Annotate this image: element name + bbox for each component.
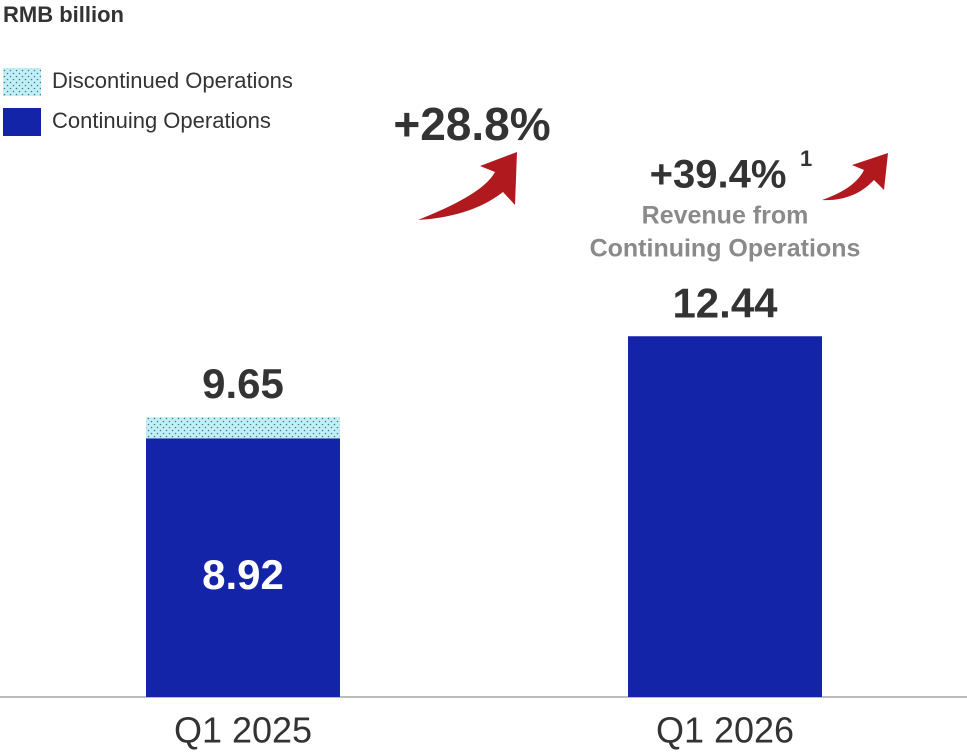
legend-swatch [3, 108, 41, 136]
x-tick-label: Q1 2025 [174, 710, 312, 751]
x-tick-label: Q1 2026 [656, 710, 794, 751]
footnote-mark: 1 [800, 146, 812, 171]
bar-segment [146, 417, 340, 439]
growth-arrow [822, 153, 888, 201]
legend-label: Continuing Operations [52, 108, 271, 133]
total-label: 9.65 [202, 360, 284, 407]
growth-total: +28.8% [393, 98, 550, 150]
legend-label: Discontinued Operations [52, 68, 293, 93]
growth-continuing: +39.4% [650, 153, 787, 197]
bar-segment [628, 336, 822, 697]
value-label: 8.92 [202, 551, 284, 598]
note: Continuing Operations [590, 235, 861, 263]
legend-swatch [3, 68, 41, 96]
note: Revenue from [642, 202, 809, 230]
bar-segment [146, 438, 340, 697]
total-label: 12.44 [672, 279, 778, 326]
axis-unit: RMB billion [3, 2, 124, 27]
growth-arrow [418, 152, 517, 220]
